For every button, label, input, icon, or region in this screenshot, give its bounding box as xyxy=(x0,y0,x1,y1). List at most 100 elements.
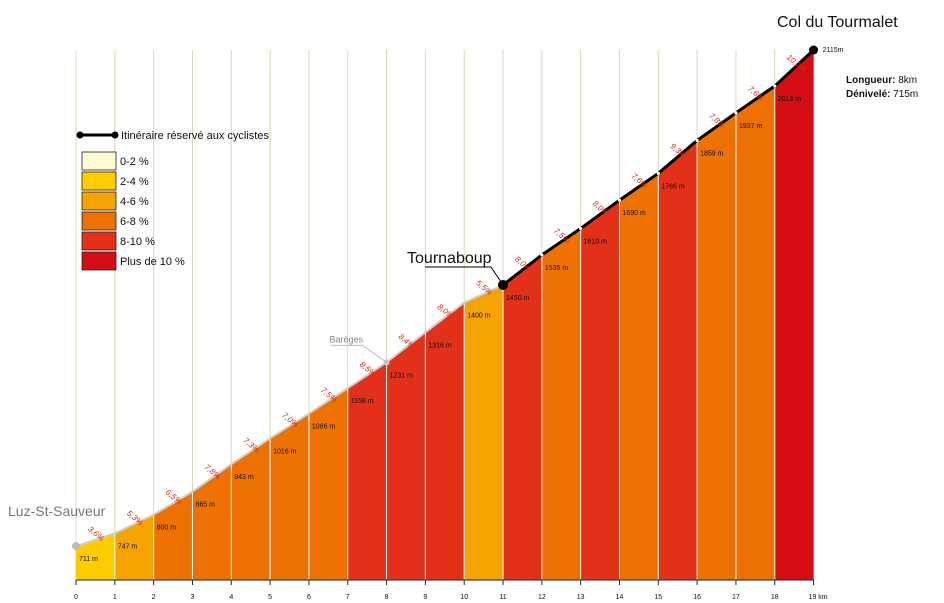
legend-label: Plus de 10 % xyxy=(120,256,185,268)
tourmalet-marker xyxy=(809,45,819,55)
length-info: Longueur: 8km xyxy=(846,75,917,86)
route-marker xyxy=(579,226,583,231)
poi-luz-label: Luz-St-Sauveur xyxy=(8,503,106,519)
gradient-segment xyxy=(425,302,465,580)
gradient-segment xyxy=(735,86,775,580)
route-marker xyxy=(617,198,622,202)
length-label: Longueur: xyxy=(846,75,895,86)
gain-label: Dénivelé: xyxy=(846,89,890,100)
legend: Itinéraire réservé aux cyclistes 0-2 % 2-4… xyxy=(76,130,269,271)
gain-value: 715m xyxy=(890,89,918,100)
altitude-label: 2013 m xyxy=(778,96,802,103)
x-tick-label: 0 xyxy=(74,594,78,601)
altitude-label: 1016 m xyxy=(273,448,297,455)
legend-route-label: Itinéraire réservé aux cyclistes xyxy=(121,130,269,142)
altitude-label: 1610 m xyxy=(584,238,608,245)
x-tick-label: 5 xyxy=(268,594,272,601)
profile-line xyxy=(75,284,504,548)
route-marker xyxy=(540,253,544,257)
x-tick-label: 11 xyxy=(499,594,506,601)
altitude-label: 1450 m xyxy=(506,295,530,302)
x-tick-label: 17 xyxy=(732,594,740,601)
road-line xyxy=(75,284,504,548)
gradient-segment xyxy=(774,50,814,580)
gradient-segments xyxy=(76,50,814,580)
x-tick-label: 8 xyxy=(385,594,389,601)
cyclist-route xyxy=(502,48,815,287)
legend-route-dot-end xyxy=(111,131,119,139)
x-tick-label: 14 xyxy=(616,594,624,601)
altitude-label: 1859 m xyxy=(700,150,724,157)
route-marker xyxy=(656,171,660,175)
x-tick-label: 16 xyxy=(693,594,701,601)
altitude-label: 1766 m xyxy=(661,183,685,190)
route-marker xyxy=(695,138,699,143)
legend-swatch xyxy=(81,151,117,171)
gradient-segment xyxy=(386,332,426,580)
gradient-segment xyxy=(114,514,154,580)
legend-swatch xyxy=(81,211,117,231)
altitude-label: 2115m xyxy=(823,47,844,54)
altitude-labels: 711 m 747 m 800 m 865 m 943 m 1016 m 1086 m 115… xyxy=(79,47,844,563)
poi-tourmalet-label: Col du Tourmalet xyxy=(777,14,898,31)
altitude-label: 1937 m xyxy=(739,123,763,130)
gradient-segment xyxy=(76,533,115,580)
altitude-label: 1231 m xyxy=(390,372,414,379)
gradient-segment xyxy=(541,228,581,580)
gradient-segment xyxy=(464,284,504,580)
x-tick-label: 3 xyxy=(191,594,195,601)
gain-info: Dénivelé: 715m xyxy=(846,89,918,100)
x-tick-label: 19 km xyxy=(809,594,828,601)
legend-swatch xyxy=(81,171,117,191)
poi-bareges-label: Barèges xyxy=(330,334,364,344)
legend-label: 8-10 % xyxy=(120,236,155,248)
x-tick-label: 12 xyxy=(538,594,546,601)
altitude-label: 747 m xyxy=(118,543,138,550)
altitude-label: 865 m xyxy=(195,502,215,509)
points-of-interest: Luz-St-Sauveur Barèges Tournaboup Col du To… xyxy=(8,14,898,551)
x-tick-label: 4 xyxy=(229,594,233,601)
x-tick-label: 6 xyxy=(307,594,311,601)
x-tick-label: 13 xyxy=(577,594,585,601)
gradient-segment xyxy=(347,362,387,580)
legend-label: 4-6 % xyxy=(120,196,149,208)
gradient-segment xyxy=(619,173,659,580)
gradient-segment xyxy=(153,491,193,580)
length-value: 8km xyxy=(895,75,917,86)
altitude-label: 1158 m xyxy=(351,398,374,405)
x-tick-label: 7 xyxy=(346,594,350,601)
x-tick-label: 18 xyxy=(771,594,779,601)
gradient-segment xyxy=(580,200,620,580)
poi-tournaboup-label: Tournaboup xyxy=(407,250,492,267)
legend-label: 2-4 % xyxy=(120,176,149,188)
legend-swatch xyxy=(81,191,117,211)
legend-route-dot-start xyxy=(76,131,84,139)
altitude-label: 1690 m xyxy=(622,210,646,217)
altitude-label: 943 m xyxy=(234,474,254,481)
gradient-segment xyxy=(658,140,698,580)
tournaboup-leader xyxy=(490,266,504,286)
gradient-segment xyxy=(270,413,309,580)
altitude-label: 1086 m xyxy=(312,424,336,431)
legend-swatch xyxy=(81,251,117,271)
bareges-leader xyxy=(362,344,387,363)
legend-label: 6-8 % xyxy=(120,216,149,228)
altitude-label: 800 m xyxy=(157,525,177,532)
climb-info: Longueur: 8km Dénivelé: 715m xyxy=(846,75,918,100)
x-tick-label: 10 xyxy=(460,594,468,601)
gradient-segment xyxy=(308,388,348,580)
luz-marker xyxy=(72,542,80,551)
legend-swatch xyxy=(81,231,117,251)
altitude-label: 1400 m xyxy=(467,313,491,320)
x-tick-label: 1 xyxy=(113,594,117,601)
x-tick-label: 15 xyxy=(654,594,662,601)
legend-label: 0-2 % xyxy=(120,156,149,168)
gradient-segment xyxy=(231,438,271,580)
x-axis: 0 1 2 3 4 5 6 7 8 9 10 11 12 13 14 15 16 17 18 19 km xyxy=(74,579,828,601)
altitude-label: 1535 m xyxy=(545,265,569,272)
route-marker xyxy=(734,111,738,115)
gradient-segment xyxy=(697,112,736,580)
altitude-label: 711 m xyxy=(79,556,98,563)
gradient-segment xyxy=(503,254,542,580)
